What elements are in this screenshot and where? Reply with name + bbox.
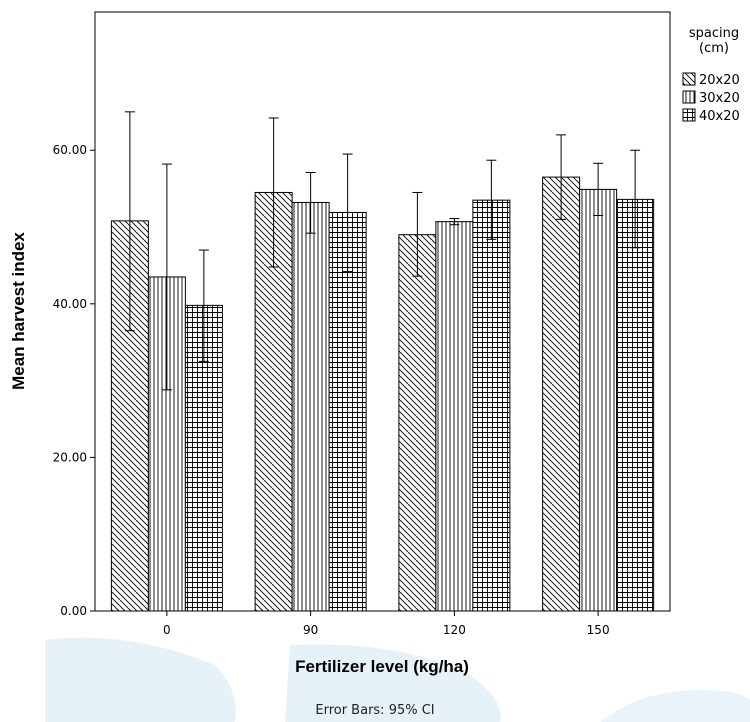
x-axis-label: Fertilizer level (kg/ha)	[295, 657, 469, 676]
y-tick-label: 20.00	[53, 450, 87, 464]
legend-label: 30x20	[699, 91, 740, 106]
y-axis-label: Mean harvest index	[9, 232, 28, 390]
bar	[472, 199, 511, 612]
y-tick-label: 40.00	[53, 297, 87, 311]
x-tick-label: 90	[303, 623, 318, 637]
x-axis: 0 90 120 150	[163, 611, 610, 637]
x-tick-label: 150	[587, 623, 610, 637]
x-tick-label: 120	[443, 623, 466, 637]
bar	[328, 211, 367, 612]
bar	[291, 201, 330, 612]
y-tick-label: 0.00	[60, 604, 87, 618]
bar	[435, 221, 474, 612]
y-tick-label: 60.00	[53, 143, 87, 157]
x-tick-label: 0	[163, 623, 171, 637]
legend-swatch	[682, 72, 696, 86]
bars-layer	[110, 176, 655, 612]
legend-title: (cm)	[699, 41, 729, 56]
bar	[579, 188, 618, 612]
legend-label: 20x20	[699, 73, 740, 88]
bar	[398, 234, 437, 612]
legend: spacing(cm) 20x20 30x20 40x20	[682, 26, 740, 124]
bar	[616, 198, 655, 612]
legend-label: 40x20	[699, 109, 740, 124]
legend-title: spacing	[689, 26, 739, 41]
legend-swatch	[682, 90, 696, 104]
plot-frame	[94, 11, 671, 612]
y-axis: 0.00 20.00 40.00 60.00	[53, 143, 95, 618]
error-bars-footnote: Error Bars: 95% CI	[315, 703, 435, 718]
legend-swatch	[682, 108, 696, 122]
error-bars-layer	[124, 111, 641, 391]
bar	[542, 176, 581, 612]
